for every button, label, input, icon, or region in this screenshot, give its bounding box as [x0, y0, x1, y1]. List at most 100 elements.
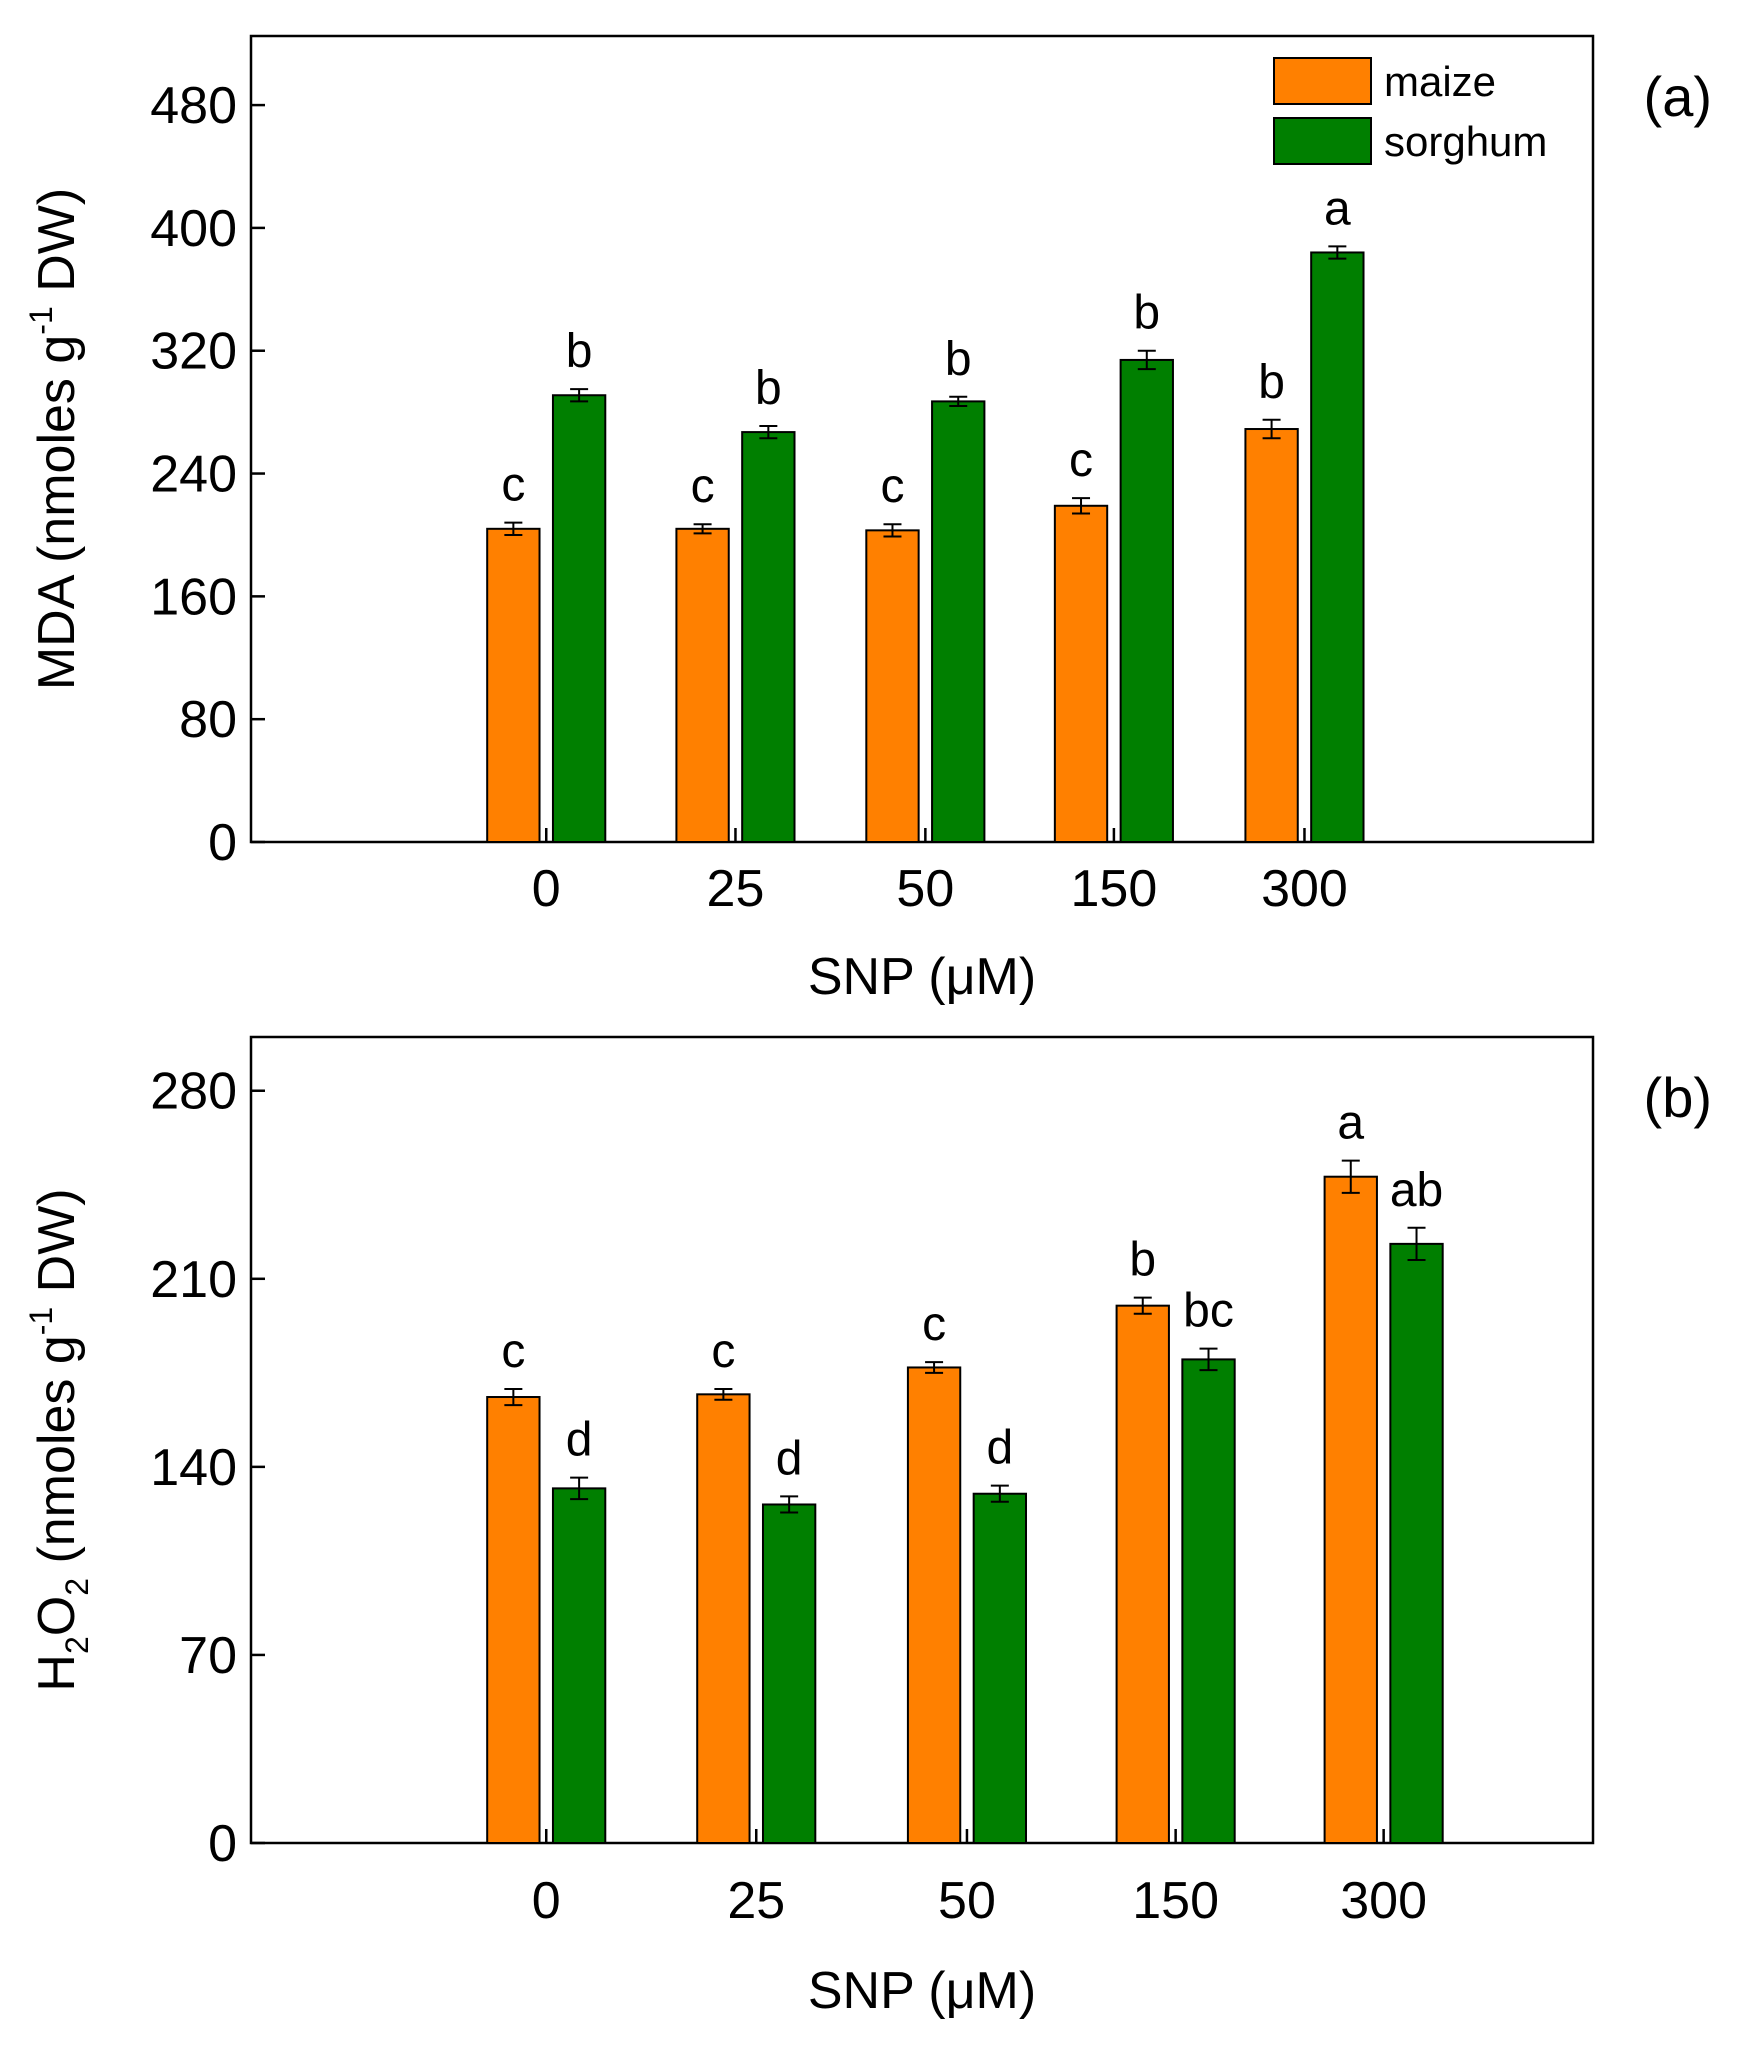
panel-b-y-tick-label: 280	[150, 1063, 237, 1121]
panel-b-y-axis-title-main: (nmoles g	[28, 1335, 86, 1578]
panel-b-error-bar-maize-50	[925, 1361, 944, 1374]
panel-b-x-tick-label: 300	[1340, 1872, 1427, 1930]
panel-b-bar-sorghum-150	[1181, 1358, 1236, 1845]
panel-a-error-bar-sorghum-50	[949, 395, 968, 407]
panel-b-x-tick-label: 0	[532, 1872, 561, 1930]
panel-b-x-axis-title: SNP (μM)	[808, 1962, 1036, 2020]
panel-a-bar-maize-300	[1244, 428, 1299, 843]
panel-b-x-tick-label: 150	[1132, 1872, 1219, 1930]
panel-a-y-tick-label: 80	[179, 691, 237, 749]
panel-a-x-tick-label: 300	[1261, 860, 1348, 918]
panel-b-bar-sorghum-50	[972, 1492, 1028, 1844]
panel-a-y-axis-title-main: MDA (nmoles g	[28, 335, 86, 690]
panel-b-error-bar-sorghum-25	[780, 1495, 799, 1514]
panel-b-y-axis: 0 70 140 210 280	[150, 1063, 265, 1873]
panel-a-bar-sorghum-25	[741, 431, 796, 843]
panel-a-x-tick-label: 25	[707, 860, 765, 918]
panel-a-error-bar-maize-50	[883, 523, 902, 538]
panel-b-y-tick-label: 70	[179, 1627, 237, 1685]
panel-b-bar-maize-0	[486, 1396, 541, 1844]
panel-b-sig-label-sorghum-25: d	[776, 1432, 803, 1485]
panel-a-error-bar-maize-0	[504, 521, 523, 536]
panel-a-error-bar-sorghum-0	[570, 388, 589, 403]
panel-b-bar-maize-25	[696, 1393, 751, 1844]
panel-a-bar-sorghum-150	[1119, 358, 1174, 843]
panel-a-error-bar-sorghum-300	[1328, 245, 1347, 260]
panel-b-error-bar-maize-150	[1133, 1296, 1152, 1315]
panel-b-y-axis-title-sup: -1	[23, 1307, 59, 1335]
panel-a-sig-label-sorghum-25: b	[755, 362, 782, 415]
panel-a-error-bar-sorghum-25	[759, 424, 778, 440]
legend-label-maize: maize	[1384, 58, 1496, 105]
panel-b-error-bar-sorghum-0	[570, 1476, 589, 1501]
legend-swatch-maize	[1273, 57, 1372, 105]
panel-b-bar-maize-150	[1115, 1304, 1170, 1844]
panel-a-bar-maize-150	[1053, 504, 1109, 843]
panel-b-y-axis-title-o: O	[28, 1596, 86, 1636]
panel-a-error-bar-maize-300	[1262, 418, 1281, 440]
panel-b-error-bar-sorghum-300	[1407, 1226, 1426, 1261]
panel-b-y-axis-title: H2O2 (nmoles g-1 DW)	[23, 1188, 95, 1691]
panel-a-sig-label-maize-25: c	[691, 460, 715, 513]
panel-b-y-tick-label: 210	[150, 1251, 237, 1309]
panel-b-sig-label-maize-150: b	[1129, 1234, 1156, 1287]
panel-a-sig-label-maize-0: c	[501, 459, 525, 512]
panel-b-sig-label-maize-50: c	[922, 1298, 946, 1351]
panel-a-y-tick-label: 400	[150, 200, 237, 258]
panel-a-bar-sorghum-0	[551, 394, 607, 843]
panel-a-y-axis-title-tail: DW)	[28, 188, 86, 306]
legend-label-sorghum: sorghum	[1384, 118, 1547, 165]
panel-a-x-axis: 0 25 50 150 300	[532, 828, 1348, 918]
panel-a-y-tick-label: 240	[150, 446, 237, 504]
panel-a-sig-label-sorghum-150: b	[1133, 287, 1160, 340]
panel-b-y-axis-title-tail: DW)	[28, 1188, 86, 1306]
panel-a-sig-label-sorghum-0: b	[566, 325, 593, 378]
panel-b-y-tick-label: 0	[208, 1815, 237, 1873]
panel-b-x-tick-label: 50	[938, 1872, 996, 1930]
panel-b-y-axis-title-h: H	[28, 1654, 86, 1692]
panel-a-y-tick-label: 160	[150, 568, 237, 626]
panel-a-label: (a)	[1644, 65, 1712, 128]
panel-a-error-bar-maize-25	[693, 523, 712, 535]
panel-b-sig-label-sorghum-0: d	[566, 1414, 593, 1467]
panel-b-sig-label-sorghum-300: ab	[1390, 1164, 1443, 1217]
panel-b-error-bar-maize-25	[714, 1387, 733, 1401]
legend-swatch-sorghum	[1273, 117, 1372, 165]
panel-b-x-tick-label: 25	[727, 1872, 785, 1930]
panel-a-y-tick-label: 0	[208, 814, 237, 872]
panel-b-sig-label-sorghum-150: bc	[1183, 1285, 1234, 1338]
panel-b-sig-label-maize-300: a	[1337, 1097, 1364, 1150]
panel-a-x-tick-label: 150	[1071, 860, 1158, 918]
panel-b-bar-sorghum-300	[1389, 1242, 1444, 1844]
panel-b-error-bar-sorghum-50	[990, 1484, 1009, 1503]
panel-b-error-bar-maize-0	[504, 1387, 523, 1407]
panel-a-bar-sorghum-300	[1310, 251, 1365, 843]
panel-a-error-bar-sorghum-150	[1137, 349, 1156, 371]
panel-b-label: (b)	[1644, 1066, 1712, 1129]
panel-a-y-axis: 0 80 160 240 320 400 480	[150, 77, 265, 872]
panel-b-y-axis-title-sub2: 2	[59, 1578, 95, 1596]
panel-b-y-tick-label: 140	[150, 1439, 237, 1497]
panel-a-sig-label-sorghum-300: a	[1324, 182, 1351, 235]
panel-a-sig-label-maize-50: c	[880, 460, 904, 513]
panel-a-x-tick-label: 50	[896, 860, 954, 918]
panel-b-sig-label-maize-0: c	[501, 1325, 525, 1378]
panel-b-sig-label-sorghum-50: d	[986, 1422, 1013, 1475]
panel-b-error-bar-sorghum-150	[1199, 1347, 1218, 1372]
panel-a-x-tick-label: 0	[532, 860, 561, 918]
panel-b-bar-sorghum-25	[761, 1503, 817, 1844]
panel-b-y-axis-title-sub1: 2	[59, 1636, 95, 1654]
panel-a-y-axis-title-sup: -1	[23, 306, 59, 334]
panel-a-y-axis-title: MDA (nmoles g-1 DW)	[23, 188, 86, 690]
panel-a-y-tick-label: 320	[150, 323, 237, 381]
panel-b-sig-label-maize-25: c	[711, 1325, 735, 1378]
panel-a-plot-frame	[249, 34, 1595, 844]
panel-a-error-bar-maize-150	[1072, 497, 1091, 515]
panel-a-bar-maize-25	[675, 527, 730, 843]
panel-b-x-axis: 0 25 50 150 300	[532, 1829, 1427, 1930]
